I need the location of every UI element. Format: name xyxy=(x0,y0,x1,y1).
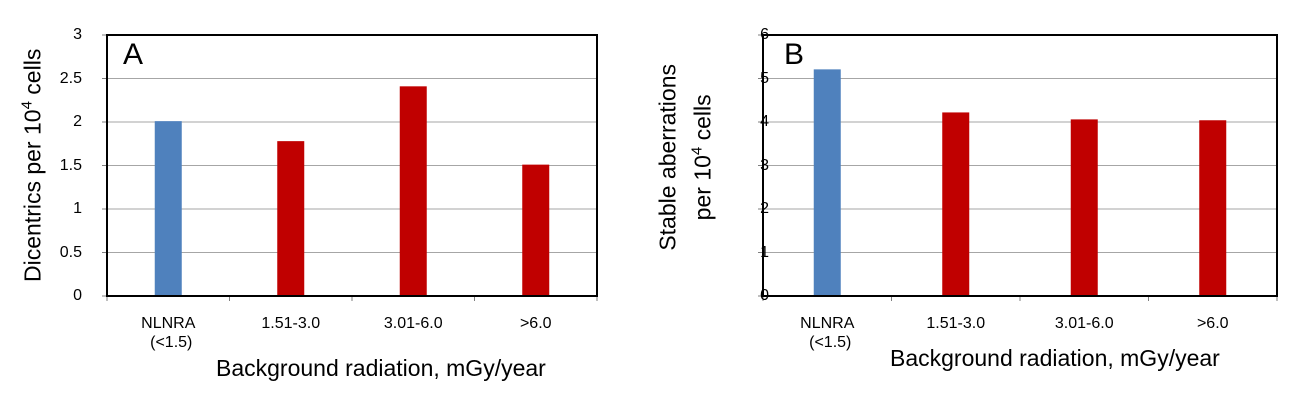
bar xyxy=(942,112,970,297)
x-tick-label: 1.51-3.0 xyxy=(926,315,986,332)
x-tick-label: 3.01-6.0 xyxy=(1054,315,1114,332)
bar xyxy=(813,69,841,297)
plot-frame xyxy=(762,34,1278,297)
bar xyxy=(522,164,550,296)
y-tick-label: 1.5 xyxy=(59,156,82,174)
y-tick-label: 0 xyxy=(73,287,82,304)
bar xyxy=(1070,119,1098,296)
plot-area xyxy=(102,34,598,301)
x-tick-label: NLNRA (<1.5) xyxy=(141,315,196,351)
panel-letter: A xyxy=(123,38,144,71)
x-axis-label: Background radiation, mGy/year xyxy=(890,345,1220,371)
chart-panel-b: Stable aberrations per 104 cells Backgro… xyxy=(645,0,1300,403)
x-tick-label: >6.0 xyxy=(1196,315,1229,332)
bar xyxy=(399,86,427,296)
y-tick-label: 0.5 xyxy=(59,243,82,261)
y-tick-label: 4 xyxy=(760,113,769,130)
x-tick-label: 1.51-3.0 xyxy=(261,315,321,332)
y-tick-label: 6 xyxy=(760,26,769,43)
x-axis-label: Background radiation, mGy/year xyxy=(216,355,546,381)
plot-area xyxy=(758,34,1278,301)
x-tick-label: NLNRA (<1.5) xyxy=(800,315,855,351)
y-tick-label: 2 xyxy=(760,200,769,217)
y-tick-label: 2.5 xyxy=(59,69,82,87)
y-tick-label: 0 xyxy=(760,287,769,304)
plot-frame xyxy=(106,34,598,297)
x-tick-label: 3.01-6.0 xyxy=(383,315,443,332)
y-tick-label: 1 xyxy=(760,243,769,261)
bar xyxy=(277,141,305,296)
panel-letter: B xyxy=(784,38,805,71)
y-tick-label: 5 xyxy=(760,69,769,87)
x-tick-label: >6.0 xyxy=(519,315,552,332)
bar xyxy=(1199,120,1227,296)
bar xyxy=(154,121,182,296)
chart-panel-a: Dicentrics per 104 cells Background radi… xyxy=(0,0,640,403)
y-tick-label: 3 xyxy=(73,26,82,43)
y-tick-label: 2 xyxy=(73,113,82,130)
y-tick-label: 3 xyxy=(760,156,769,174)
y-tick-label: 1 xyxy=(73,200,82,217)
